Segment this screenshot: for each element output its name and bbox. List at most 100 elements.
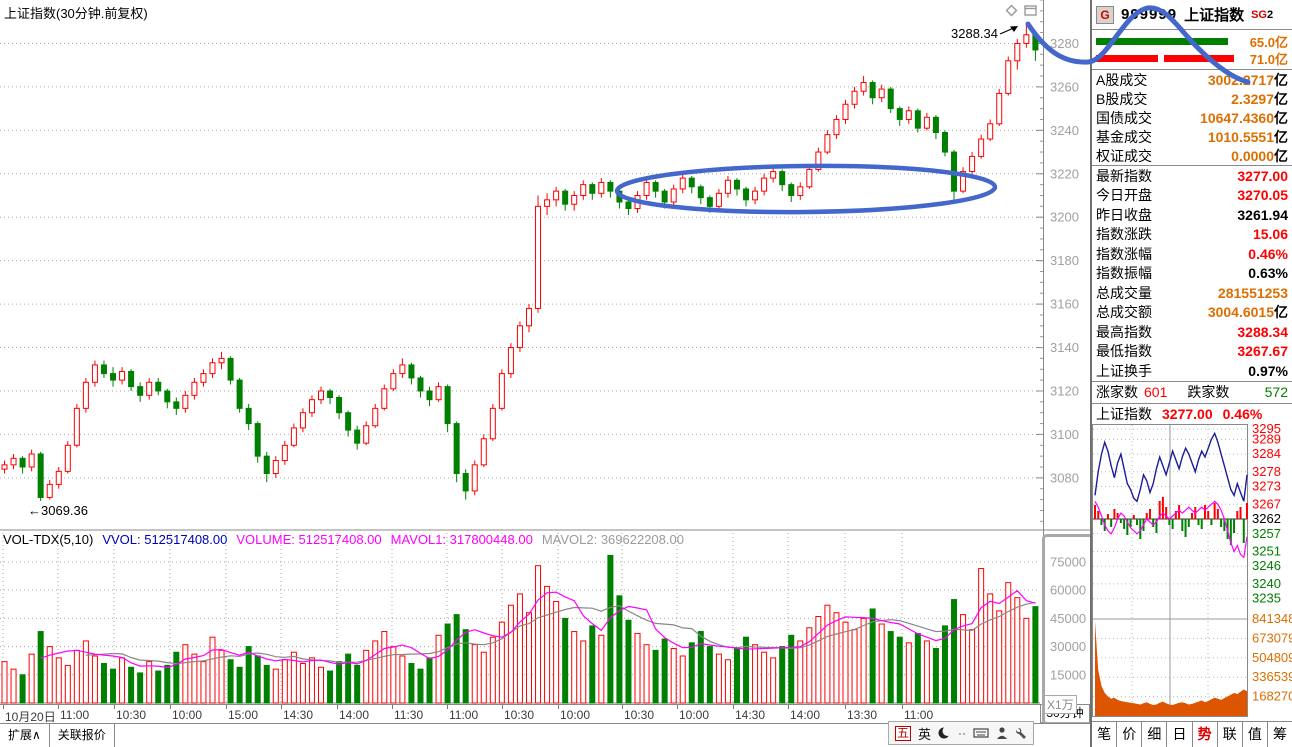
svg-text:3289: 3289 <box>1252 431 1281 446</box>
time-label: 10:00 <box>560 708 591 722</box>
decliners-count: 572 <box>1264 384 1288 400</box>
panel-tab-细[interactable]: 细 <box>1142 722 1168 747</box>
panel-row: 最新指数 3277.00 <box>1096 167 1288 184</box>
time-label: 11:00 <box>60 708 90 722</box>
panel-row: 今日开盘 3270.05 <box>1096 187 1288 204</box>
ime-wubi-button[interactable]: 五 <box>895 725 912 741</box>
time-label: 15:00 <box>228 708 259 722</box>
decliners-label: 跌家数 <box>1187 384 1230 400</box>
wrench-icon[interactable] <box>1015 726 1027 740</box>
svg-text:673079: 673079 <box>1252 630 1292 645</box>
svg-text:3240: 3240 <box>1050 123 1079 138</box>
quote-panel: G 999999 上证指数 SG2 65.0亿 71.0亿 A股成交 3002.2… <box>1090 0 1292 747</box>
moon-icon[interactable] <box>938 726 952 740</box>
indicator-segment: VOLUME: 512517408.00 <box>236 532 382 547</box>
time-label: 14:00 <box>790 708 821 722</box>
svg-text:3278: 3278 <box>1252 464 1281 479</box>
diamond-icon[interactable] <box>1005 4 1018 17</box>
svg-text:3140: 3140 <box>1050 340 1079 355</box>
panel-row: 总成交额 3004.6015亿 <box>1096 304 1288 321</box>
time-label: 10月20日 <box>5 710 56 724</box>
time-label: 13:30 <box>847 708 878 722</box>
quote-header: G 999999 上证指数 SG2 <box>1092 0 1292 30</box>
ask-volume-bar <box>1164 55 1234 62</box>
time-label: 11:30 <box>394 708 424 722</box>
stock-name: 上证指数 <box>1184 7 1245 24</box>
svg-text:3100: 3100 <box>1050 427 1079 442</box>
panel-row: 最低指数 3267.67 <box>1096 343 1288 360</box>
time-tick <box>281 705 282 709</box>
panel-tab-日[interactable]: 日 <box>1167 722 1193 747</box>
mini-chart-change: 0.46% <box>1222 405 1263 422</box>
panel-tab-筹[interactable]: 筹 <box>1272 726 1287 742</box>
indicator-segment: MAVOL1: 317800448.00 <box>390 532 533 547</box>
panel-row: 基金成交 1010.5551亿 <box>1096 128 1288 145</box>
market-flag: SG2 <box>1251 8 1274 21</box>
panel-tab-势[interactable]: 势 <box>1193 722 1218 747</box>
svg-text:3295: 3295 <box>1252 424 1281 436</box>
panel-row: 上证换手 0.97% <box>1096 362 1288 379</box>
time-tick <box>392 705 393 709</box>
panel-row: 指数振幅 0.63% <box>1096 265 1288 282</box>
svg-text:3220: 3220 <box>1050 166 1079 181</box>
panel-tab-值[interactable]: 值 <box>1243 722 1268 747</box>
expand-tab[interactable]: 扩展∧ <box>0 724 50 747</box>
panel-tab-笔[interactable]: 笔 <box>1092 722 1118 747</box>
svg-text:504809: 504809 <box>1252 650 1292 665</box>
panel-row: 权证成交 0.0000亿 <box>1096 147 1288 164</box>
panel-row: 昨日收盘 3261.94 <box>1096 206 1288 223</box>
time-label: 11:00 <box>904 708 934 722</box>
time-tick <box>337 705 338 709</box>
panel-row: 最高指数 3288.34 <box>1096 323 1288 340</box>
svg-text:30000: 30000 <box>1050 639 1086 654</box>
time-tick <box>447 705 448 709</box>
panel-row: 指数涨跌 15.06 <box>1096 226 1288 243</box>
time-tick <box>622 705 623 709</box>
ime-english-button[interactable]: 英 <box>918 726 932 742</box>
time-tick <box>226 705 227 709</box>
linked-quotes-tab[interactable]: 关联报价 <box>50 724 115 747</box>
time-tick <box>733 705 734 709</box>
time-tick <box>3 705 4 709</box>
panel-row: B股成交 2.3297亿 <box>1096 90 1288 107</box>
panel-row: 指数涨幅 0.46% <box>1096 245 1288 262</box>
svg-text:3267: 3267 <box>1252 496 1281 511</box>
person-icon[interactable] <box>996 726 1008 740</box>
svg-text:3280: 3280 <box>1050 36 1079 51</box>
svg-text:3080: 3080 <box>1050 470 1079 485</box>
ask-volume-value: 71.0亿 <box>1249 52 1288 67</box>
advancers-decliners: 涨家数 601 跌家数 572 <box>1092 382 1292 404</box>
candlestick-volume-chart[interactable]: 3280 3260 3240 3220 3200 3180 3160 3140 3120 3100… <box>0 0 1090 704</box>
turnover-section: A股成交 3002.2717亿 B股成交 2.3297亿 国债成交 10647.4360亿… <box>1092 70 1292 166</box>
svg-text:3120: 3120 <box>1050 383 1079 398</box>
volume-indicator-readout: VOL-TDX(5,10) VVOL: 512517408.00 VOLUME: 5… <box>3 532 693 547</box>
svg-text:168270: 168270 <box>1252 689 1292 704</box>
time-label: 10:30 <box>624 708 655 722</box>
bid-volume-value: 65.0亿 <box>1249 35 1288 50</box>
svg-text:3240: 3240 <box>1252 576 1281 591</box>
time-tick <box>902 705 903 709</box>
svg-text:3273: 3273 <box>1252 479 1281 494</box>
svg-text:75000: 75000 <box>1050 554 1086 569</box>
svg-text:3235: 3235 <box>1252 591 1281 606</box>
time-tick <box>788 705 789 709</box>
time-label: 10:30 <box>116 708 147 722</box>
mini-chart-header: 上证指数 3277.00 0.46% <box>1092 404 1292 424</box>
time-label: 10:30 <box>504 708 535 722</box>
svg-text:3246: 3246 <box>1252 558 1281 573</box>
panel-tab-联[interactable]: 联 <box>1218 722 1243 747</box>
dots-icon[interactable] <box>958 726 966 740</box>
group-badge[interactable]: G <box>1096 5 1114 24</box>
panel-row: 国债成交 10647.4360亿 <box>1096 109 1288 126</box>
svg-text:3284: 3284 <box>1252 446 1281 461</box>
time-tick <box>114 705 115 709</box>
time-tick <box>845 705 846 709</box>
time-label: 14:30 <box>283 708 314 722</box>
panel-tab-价[interactable]: 价 <box>1117 722 1143 747</box>
keyboard-icon[interactable] <box>973 726 989 740</box>
svg-text:3262: 3262 <box>1252 511 1281 526</box>
svg-text:336539: 336539 <box>1252 669 1292 684</box>
time-label: 11:00 <box>449 708 479 722</box>
